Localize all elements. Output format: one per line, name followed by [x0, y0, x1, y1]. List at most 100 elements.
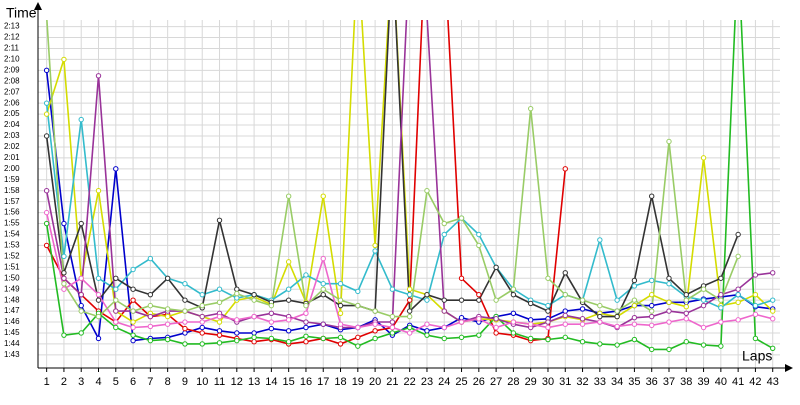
- x-tick-label: 5: [113, 376, 119, 388]
- point: [303, 310, 309, 316]
- point: [441, 220, 447, 227]
- point: [649, 346, 655, 353]
- point: [649, 291, 655, 298]
- point: [95, 335, 102, 342]
- point: [614, 323, 620, 330]
- x-tick-label: 31: [559, 376, 571, 388]
- point: [320, 255, 326, 262]
- point: [562, 166, 568, 172]
- point: [406, 330, 413, 336]
- point: [355, 288, 361, 295]
- point: [43, 67, 50, 74]
- point: [355, 343, 361, 349]
- point: [562, 321, 568, 327]
- point: [631, 277, 638, 284]
- point: [597, 237, 603, 243]
- point: [562, 312, 568, 319]
- point: [441, 297, 447, 303]
- x-tick-label: 33: [594, 376, 606, 388]
- y-tick-label: 2:06: [4, 98, 20, 107]
- point: [113, 275, 119, 281]
- point: [61, 332, 67, 338]
- point: [95, 297, 102, 303]
- x-tick-label: 21: [386, 376, 398, 388]
- point: [251, 330, 257, 336]
- point: [683, 339, 689, 345]
- point: [372, 242, 378, 249]
- point: [95, 275, 102, 281]
- point: [631, 314, 638, 321]
- point: [234, 286, 240, 292]
- point: [510, 286, 517, 292]
- point: [683, 291, 689, 298]
- point: [458, 314, 465, 321]
- point: [424, 291, 430, 298]
- point: [579, 306, 586, 312]
- point: [389, 286, 396, 292]
- point: [752, 302, 759, 309]
- point: [614, 308, 620, 314]
- x-tick-label: 3: [78, 376, 84, 388]
- x-tick-label: 29: [525, 376, 537, 388]
- point: [649, 308, 655, 314]
- point: [61, 253, 67, 260]
- point: [441, 308, 447, 314]
- point: [614, 313, 620, 320]
- y-tick-label: 2:08: [4, 76, 20, 85]
- point: [493, 324, 499, 331]
- point: [113, 297, 119, 303]
- point: [476, 316, 482, 322]
- point: [372, 321, 378, 327]
- y-tick-label: 2:03: [4, 131, 20, 140]
- point: [718, 291, 724, 298]
- point: [44, 13, 48, 17]
- y-tick-label: 1:51: [4, 262, 20, 271]
- x-tick-label: 6: [130, 376, 136, 388]
- point: [735, 253, 741, 260]
- point: [735, 291, 741, 298]
- y-tick-label: 1:54: [4, 230, 20, 239]
- point: [510, 319, 517, 325]
- point: [545, 275, 551, 281]
- point: [441, 335, 447, 342]
- x-tick-label: 40: [715, 376, 727, 388]
- point: [406, 313, 413, 320]
- point: [285, 193, 292, 199]
- x-tick-label: 16: [300, 376, 312, 388]
- point: [285, 259, 292, 265]
- y-tick-label: 2:00: [4, 164, 20, 173]
- point: [320, 335, 326, 342]
- x-tick-label: 7: [147, 376, 153, 388]
- point: [216, 328, 223, 334]
- point: [61, 220, 67, 227]
- point: [735, 231, 741, 238]
- point: [337, 334, 344, 341]
- point: [199, 341, 205, 347]
- point: [43, 242, 50, 249]
- point: [130, 286, 136, 292]
- x-tick-label: 10: [196, 376, 208, 388]
- point: [216, 286, 223, 292]
- x-tick-label: 20: [369, 376, 381, 388]
- point: [234, 317, 240, 323]
- point: [199, 291, 205, 298]
- y-tick-label: 1:52: [4, 251, 20, 260]
- y-tick-label: 1:56: [4, 208, 20, 217]
- point: [527, 105, 534, 112]
- point: [476, 332, 482, 338]
- point: [476, 231, 482, 238]
- point: [234, 330, 240, 336]
- point: [216, 313, 223, 320]
- point: [320, 321, 326, 327]
- point: [649, 302, 655, 309]
- point: [649, 277, 655, 284]
- point: [406, 286, 413, 292]
- point: [614, 342, 620, 348]
- point: [147, 323, 154, 330]
- x-tick-label: 43: [767, 376, 779, 388]
- point: [147, 313, 154, 320]
- y-tick-label: 1:50: [4, 273, 20, 282]
- point: [199, 330, 205, 336]
- point: [683, 297, 689, 303]
- point: [303, 333, 309, 339]
